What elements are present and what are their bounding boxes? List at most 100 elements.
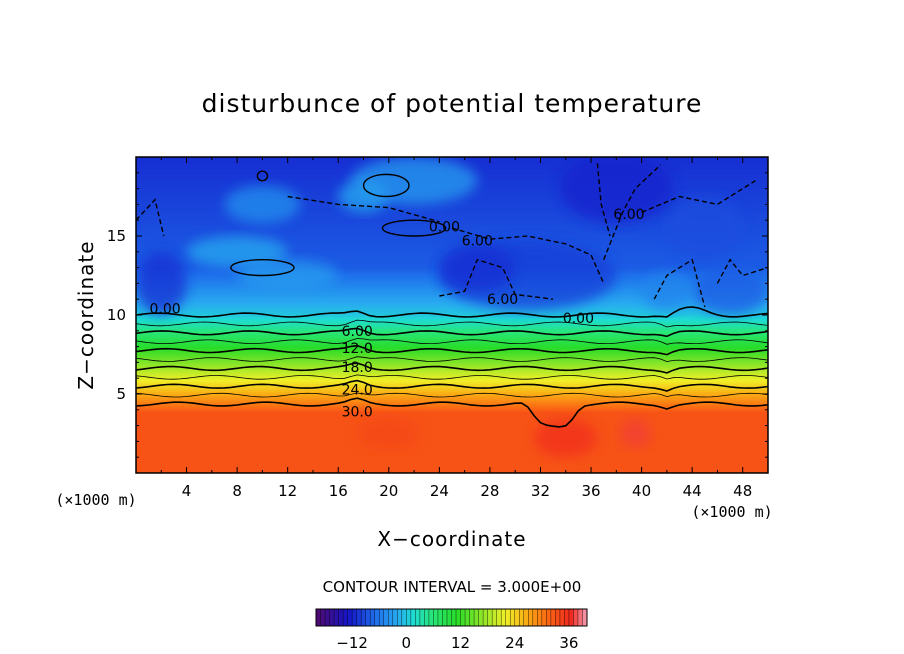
field-band — [136, 453, 768, 457]
contour-line-negative — [596, 163, 611, 237]
field-band — [136, 334, 768, 338]
x-axis-unit: (×1000 m) — [691, 503, 772, 521]
field-band — [136, 224, 768, 227]
y-axis-ticks: 5 10 15 — [107, 172, 768, 458]
colorbar-cell — [519, 609, 525, 626]
field-band — [136, 208, 768, 212]
colorbar-cell — [550, 609, 556, 626]
field-band — [136, 336, 768, 340]
colorbar-cell — [392, 609, 398, 626]
field-band — [136, 222, 768, 225]
field-band — [136, 309, 768, 312]
contour-label: 0.00 — [563, 311, 594, 327]
field-band — [136, 318, 768, 322]
contour-line-closed — [230, 259, 295, 277]
contour-line — [136, 344, 768, 356]
field-band — [136, 356, 768, 360]
field-band — [136, 445, 768, 449]
field-band — [136, 461, 768, 464]
contour-label: 6.00 — [487, 292, 518, 308]
field-band — [136, 368, 768, 372]
colorbar-cell — [410, 609, 416, 626]
y-axis-label: Z−coordinate — [74, 240, 98, 389]
field-band — [136, 305, 768, 308]
x-tick-label: 8 — [232, 482, 242, 500]
field-band — [136, 403, 768, 407]
field-band — [136, 247, 768, 251]
colorbar-cell — [541, 609, 547, 626]
contour-line-closed — [256, 170, 269, 182]
colorbar-cell — [501, 609, 506, 626]
y-tick-label: 15 — [107, 227, 126, 245]
field-band — [136, 313, 768, 316]
field-band — [136, 394, 768, 397]
contour-label: 6.00 — [462, 234, 493, 250]
field-band — [136, 449, 768, 453]
contour-line — [136, 338, 768, 345]
field-band — [136, 322, 768, 326]
colorbar-cell — [433, 609, 439, 626]
colorbar-cell — [424, 609, 430, 626]
field-band — [136, 392, 768, 395]
field-band — [136, 360, 768, 364]
contour-line-closed — [381, 219, 447, 237]
colorbar-cell — [343, 609, 348, 626]
field-band — [136, 372, 768, 376]
field-band — [136, 447, 768, 451]
field-band — [136, 395, 768, 399]
contour-line — [136, 327, 768, 338]
x-tick-label: 44 — [683, 482, 702, 500]
field-band — [136, 320, 768, 324]
field-band — [136, 407, 768, 411]
colorbar-cell — [419, 609, 425, 626]
field-band — [136, 350, 768, 354]
contour-line-negative — [136, 198, 165, 237]
x-tick-label: 20 — [379, 482, 398, 500]
field-band — [136, 469, 768, 472]
field-band — [136, 429, 768, 433]
colorbar-cell — [356, 609, 362, 626]
field-band — [136, 471, 768, 473]
field-anomaly — [534, 419, 598, 458]
field-band — [136, 303, 768, 306]
contour-line — [136, 319, 768, 328]
field-band — [136, 370, 768, 374]
field-band — [136, 417, 768, 421]
colorbar-cell — [451, 609, 457, 626]
field-band — [136, 297, 768, 300]
colorbar-cell — [388, 609, 394, 626]
field-band — [136, 427, 768, 431]
colorbar-cell — [374, 609, 380, 626]
field-band — [136, 218, 768, 221]
colorbar-cell — [514, 609, 520, 626]
colorbar-cell — [325, 609, 330, 626]
x-tick-label: 24 — [430, 482, 449, 500]
colorbar-cell — [361, 609, 366, 626]
contour-line-negative — [439, 258, 554, 300]
field-band — [136, 311, 768, 314]
colorbar-ticks: −12 0 12 24 36 — [336, 634, 578, 652]
field-band — [136, 293, 768, 297]
colorbar-cell — [510, 609, 516, 626]
field-band — [136, 352, 768, 356]
colorbar-cell — [320, 609, 326, 626]
colorbar-cell — [329, 609, 335, 626]
contour-line — [136, 392, 768, 398]
field-band — [136, 411, 768, 415]
field-band — [136, 467, 768, 470]
field-anomaly — [224, 185, 301, 224]
field-band — [136, 212, 768, 216]
colorbar-cell — [456, 609, 461, 626]
field-band — [136, 245, 768, 249]
colorbar-cell — [334, 609, 339, 626]
field-band — [136, 340, 768, 344]
colorbar-tick-label: −12 — [336, 634, 368, 652]
field-anomaly — [692, 267, 768, 315]
colorbar-cell — [555, 609, 561, 626]
colorbar-cell — [442, 609, 448, 626]
colorbar-cell — [370, 609, 376, 626]
contour-line — [136, 374, 768, 380]
field-band — [136, 232, 768, 235]
colorbar-cell — [446, 609, 452, 626]
colorbar-cell — [338, 609, 344, 626]
